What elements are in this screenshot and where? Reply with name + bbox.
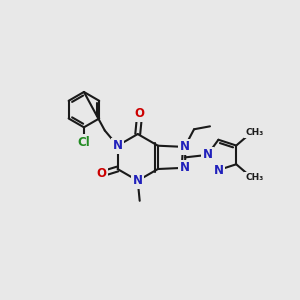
Text: N: N (180, 140, 190, 153)
Text: Cl: Cl (78, 136, 90, 148)
Text: O: O (97, 167, 106, 180)
Text: N: N (180, 161, 190, 174)
Text: CH₃: CH₃ (245, 128, 263, 137)
Text: N: N (133, 174, 143, 187)
Text: O: O (135, 107, 145, 120)
Text: N: N (202, 148, 212, 161)
Text: N: N (213, 164, 224, 177)
Text: CH₃: CH₃ (245, 173, 263, 182)
Text: N: N (112, 139, 122, 152)
